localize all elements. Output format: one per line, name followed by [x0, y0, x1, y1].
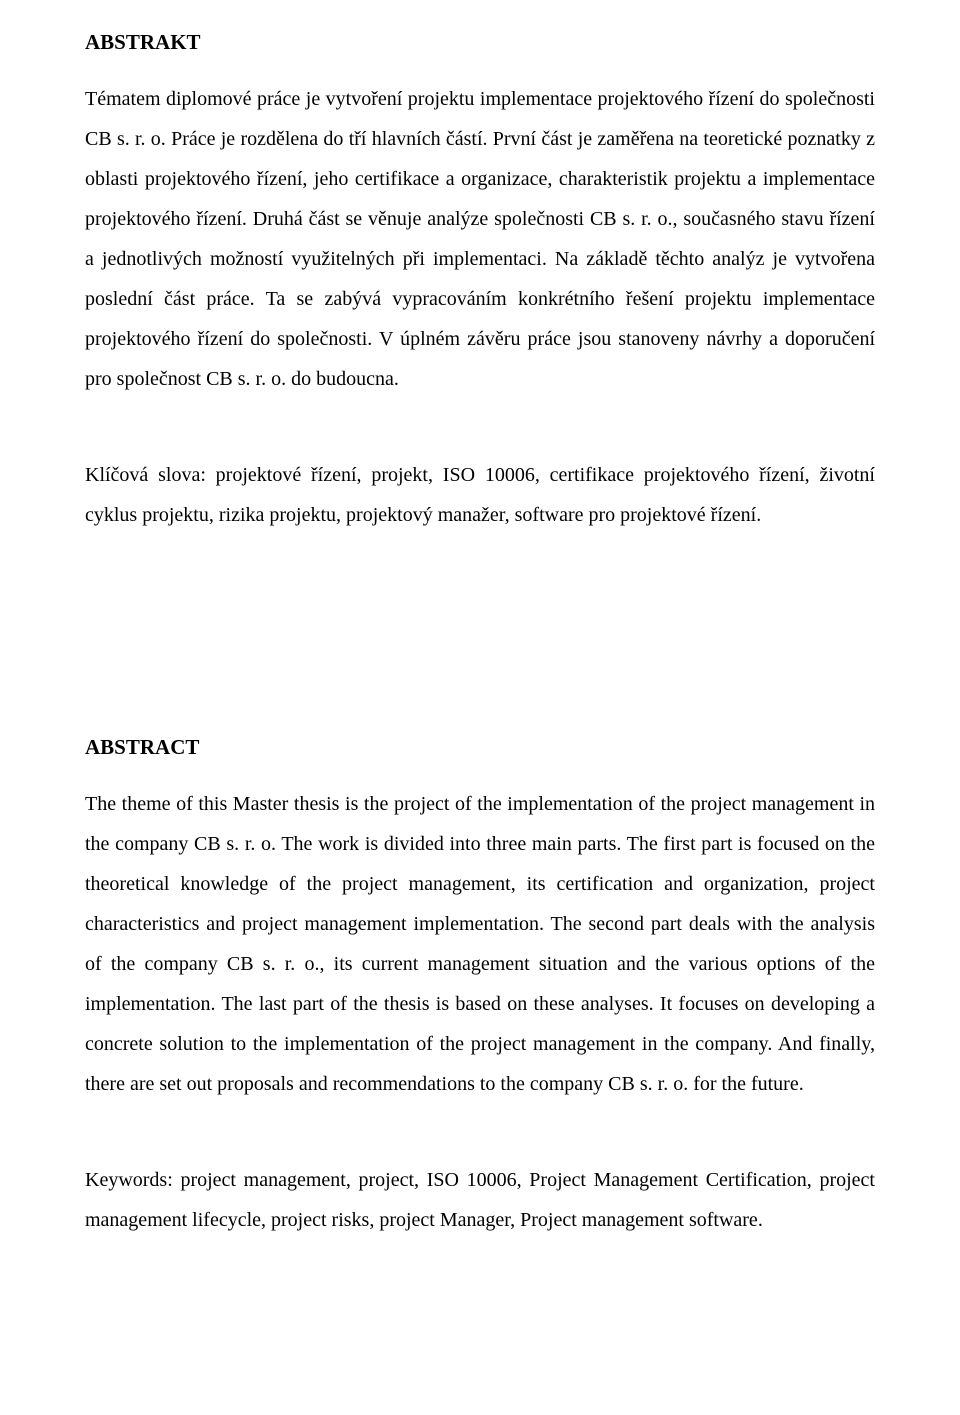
abstrakt-body: Tématem diplomové práce je vytvoření pro…: [85, 79, 875, 399]
abstrakt-keywords: Klíčová slova: projektové řízení, projek…: [85, 455, 875, 535]
abstrakt-heading: ABSTRAKT: [85, 30, 875, 55]
gap-after-abstrakt-body: [85, 399, 875, 455]
abstract-keywords: Keywords: project management, project, I…: [85, 1160, 875, 1240]
gap-between-sections: [85, 535, 875, 665]
abstract-body: The theme of this Master thesis is the p…: [85, 784, 875, 1104]
gap-after-abstract-body: [85, 1104, 875, 1160]
abstract-heading: ABSTRACT: [85, 735, 875, 760]
